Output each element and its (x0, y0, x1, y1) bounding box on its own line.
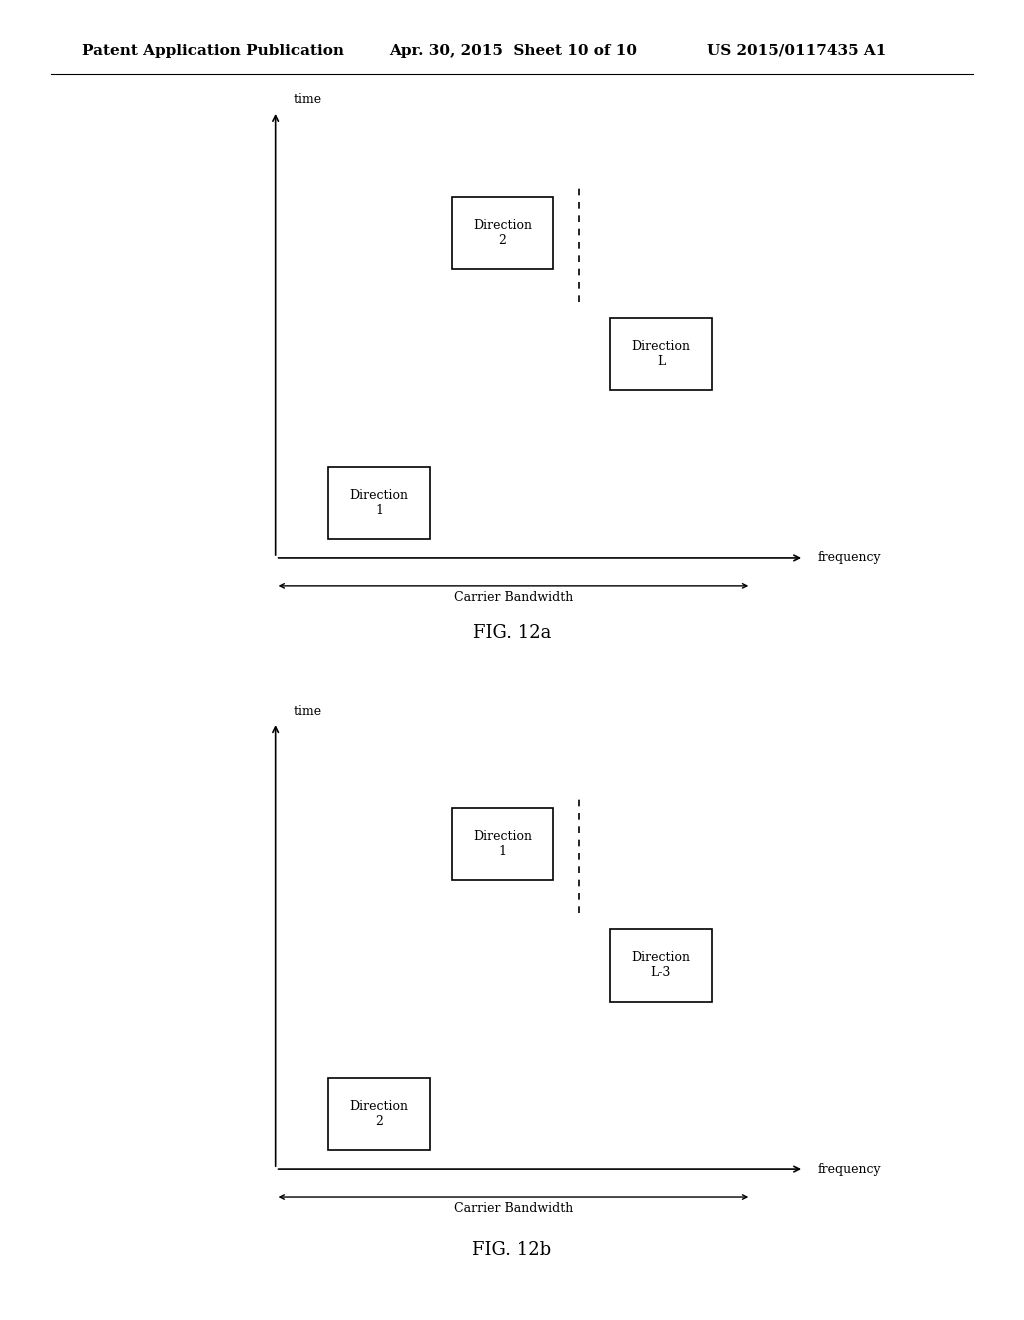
Text: Patent Application Publication: Patent Application Publication (82, 44, 344, 58)
Bar (610, 318, 712, 391)
Text: Carrier Bandwidth: Carrier Bandwidth (454, 590, 573, 603)
Text: US 2015/0117435 A1: US 2015/0117435 A1 (707, 44, 886, 58)
Text: Apr. 30, 2015  Sheet 10 of 10: Apr. 30, 2015 Sheet 10 of 10 (389, 44, 637, 58)
Text: Direction
2: Direction 2 (473, 219, 531, 247)
Bar (610, 929, 712, 1002)
Text: time: time (293, 705, 322, 718)
Text: Direction
2: Direction 2 (349, 1101, 409, 1129)
Text: Direction
L-3: Direction L-3 (632, 952, 690, 979)
Text: frequency: frequency (817, 1163, 881, 1176)
Bar (329, 1078, 430, 1151)
Text: Direction
1: Direction 1 (349, 490, 409, 517)
Text: Carrier Bandwidth: Carrier Bandwidth (454, 1201, 573, 1214)
Text: frequency: frequency (817, 552, 881, 565)
Text: FIG. 12a: FIG. 12a (473, 624, 551, 643)
Text: time: time (293, 94, 322, 107)
Bar (452, 197, 553, 269)
Text: Direction
1: Direction 1 (473, 830, 531, 858)
Bar (329, 467, 430, 540)
Text: FIG. 12b: FIG. 12b (472, 1241, 552, 1259)
Text: Direction
L: Direction L (632, 341, 690, 368)
Bar (452, 808, 553, 880)
